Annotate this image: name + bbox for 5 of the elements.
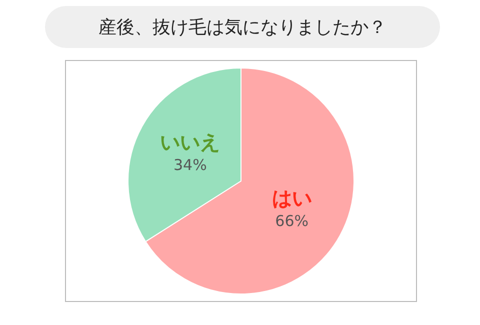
data-label: 66% bbox=[275, 212, 308, 230]
chart-title: 産後、抜け毛は気になりましたか？ bbox=[45, 6, 440, 48]
data-label: 34% bbox=[174, 156, 207, 174]
slice-label: はい bbox=[272, 186, 312, 210]
slice-label: いいえ bbox=[160, 130, 220, 154]
